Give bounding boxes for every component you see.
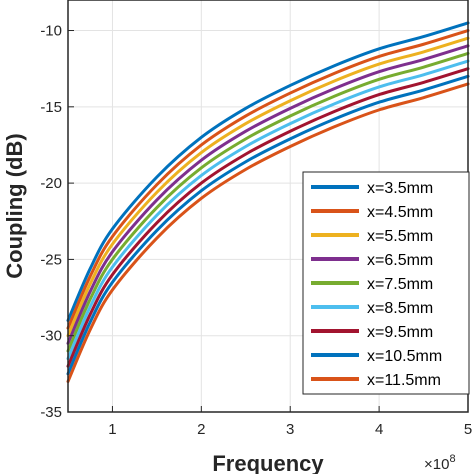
x-axis-title: Frequency (212, 451, 324, 474)
series-line-8 (66, 74, 470, 376)
y-tick-label: -15 (40, 99, 62, 116)
legend-label-6: x=8.5mm (367, 300, 433, 317)
legend-label-5: x=7.5mm (367, 276, 433, 293)
y-axis-title: Coupling (dB) (2, 133, 27, 278)
legend: x=3.5mm x=4.5mm x=5.5mm x=6.5mm x=7.5mm x=8.5… (302, 171, 470, 395)
x-exponent-base: ×10 (424, 456, 449, 473)
grid (68, 0, 469, 413)
x-tick-label: 4 (375, 421, 383, 438)
legend-label-1: x=3.5mm (367, 180, 433, 197)
legend-label-3: x=5.5mm (367, 228, 433, 245)
series-line-7 (66, 67, 470, 368)
series-line-2 (66, 29, 470, 330)
series-line-5 (66, 51, 470, 353)
y-tick-label: -30 (40, 328, 62, 345)
legend-label-4: x=6.5mm (367, 252, 433, 269)
x-tick-label: 3 (286, 421, 294, 438)
series-line-1 (66, 21, 470, 322)
x-tick-label: 2 (197, 421, 205, 438)
x-exponent-label: ×108 (424, 453, 456, 473)
series-lines (66, 21, 470, 383)
y-tick-label: -10 (40, 23, 62, 40)
y-tick-label: -20 (40, 175, 62, 192)
series-line-6 (66, 59, 470, 361)
y-tick-label: -35 (40, 404, 62, 421)
legend-label-7: x=9.5mm (367, 324, 433, 341)
series-line-4 (66, 44, 470, 345)
x-exponent-power: 8 (449, 453, 455, 465)
legend-label-2: x=4.5mm (367, 204, 433, 221)
x-tick-label: 5 (464, 421, 472, 438)
x-tick-label: 1 (108, 421, 116, 438)
series-line-9 (66, 82, 470, 383)
y-tick-label: -25 (40, 251, 62, 268)
legend-label-8: x=10.5mm (367, 348, 442, 365)
series-line-3 (66, 36, 470, 338)
legend-label-9: x=11.5mm (367, 372, 441, 389)
